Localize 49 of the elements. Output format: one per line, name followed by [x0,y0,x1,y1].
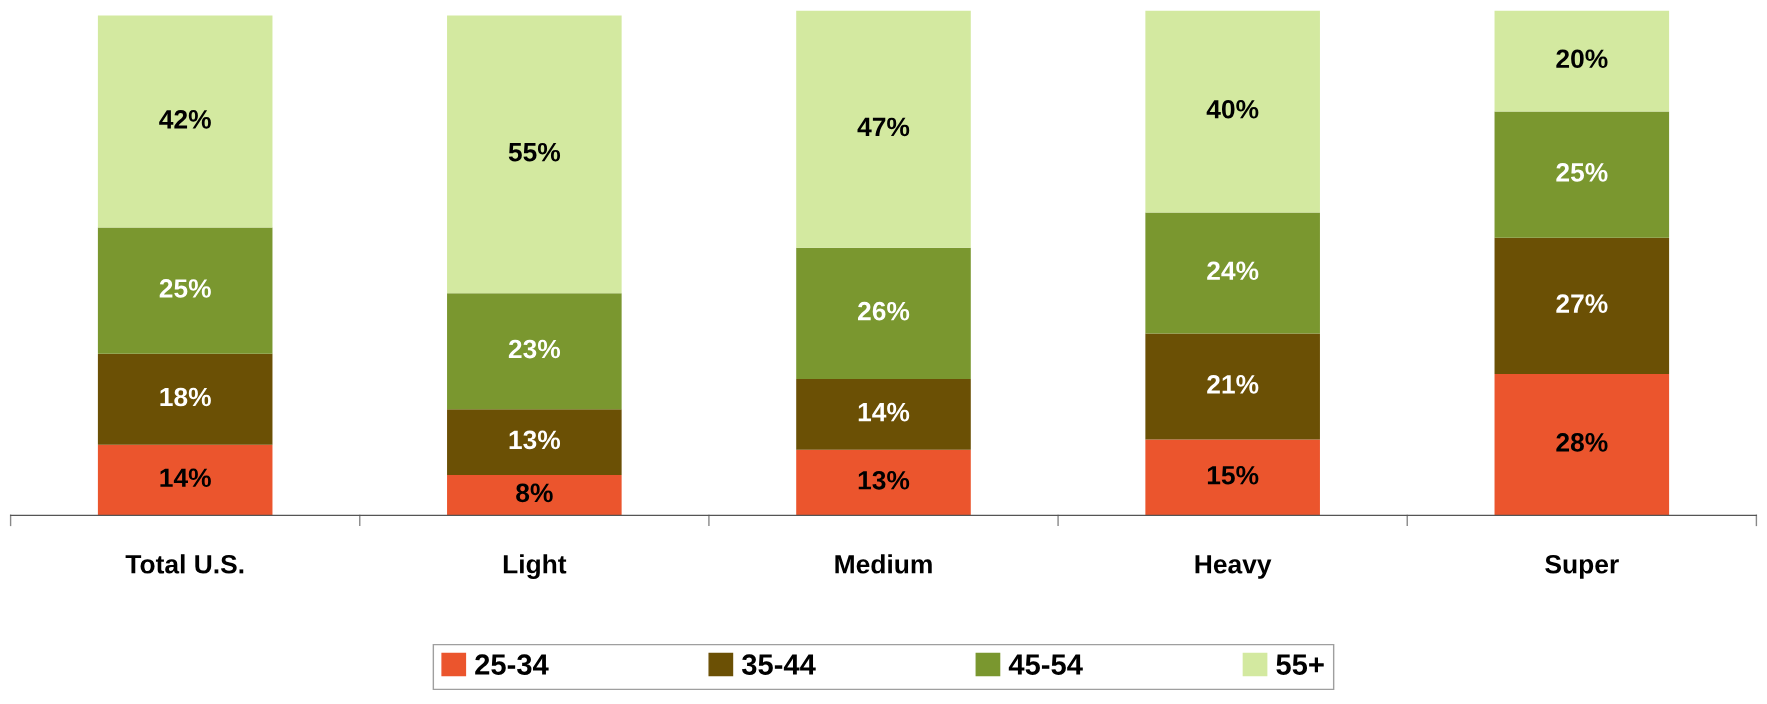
data-label: 23% [508,339,561,359]
data-label: 55% [508,142,561,162]
x-tick-label: Total U.S. [125,554,244,574]
bar [1494,111,1670,238]
bar [1145,333,1320,440]
bar [447,409,622,475]
bar [447,15,622,294]
bar [1494,10,1670,112]
data-label: 25% [159,279,211,298]
bar [97,15,273,228]
bar [796,247,971,380]
legend-label: 25-34 [475,654,549,675]
data-label: 15% [1207,465,1259,485]
bar [97,353,273,445]
bar [796,449,971,516]
data-label: 42% [159,110,211,129]
legend-label: 35-44 [741,654,816,675]
data-label: 27% [1556,294,1608,313]
x-tick-label: Heavy [1195,555,1272,579]
bar [1145,212,1320,334]
bar [1494,373,1670,516]
data-label: 14% [160,468,211,488]
x-tick-label: Medium [835,554,932,574]
data-label: 14% [858,402,910,422]
x-tick-label: Super [1545,554,1619,579]
bar [1145,439,1320,516]
data-label: 24% [1207,261,1259,281]
data-label: 25% [1556,163,1608,182]
legend-label: 45-54 [1008,654,1083,675]
data-label: 18% [160,387,211,407]
data-label: 28% [1556,433,1608,452]
data-label: 20% [1556,49,1608,69]
data-label: 21% [1207,375,1259,394]
bar [97,227,273,354]
bar [1494,237,1670,374]
bar [1145,10,1320,213]
bar [447,474,622,516]
bar [796,10,971,248]
bar [796,379,971,450]
data-label: 40% [1206,99,1259,119]
legend-label: 55+ [1276,654,1324,675]
data-label: 13% [858,470,910,490]
x-tick-label: Light [503,554,567,579]
data-label: 26% [858,301,910,321]
data-label: 13% [509,430,561,450]
data-label: 47% [857,117,910,137]
bar [97,444,273,516]
bar [447,293,622,410]
data-label: 8% [516,483,553,503]
